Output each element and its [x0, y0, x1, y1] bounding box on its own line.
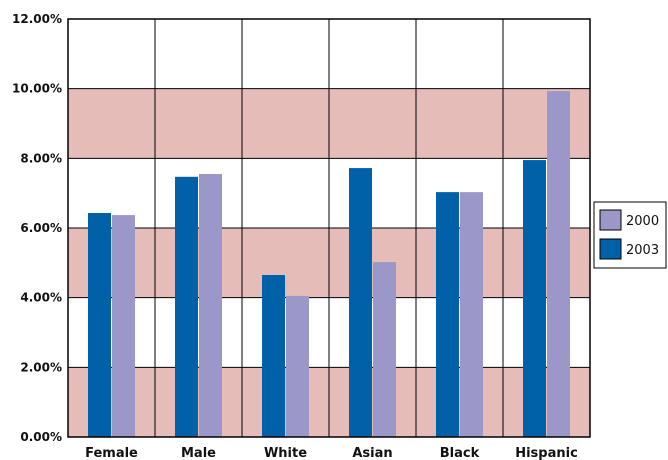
- x-tick-label: Asian: [352, 446, 392, 460]
- legend: 2000 2003: [593, 201, 667, 269]
- x-tick-label: Hispanic: [515, 446, 578, 460]
- bar-2000-asian: [373, 262, 396, 437]
- legend-label-2000: 2000: [626, 214, 659, 229]
- y-tick-label: 0.00%: [20, 430, 62, 444]
- x-tick-label: Male: [181, 446, 216, 460]
- bar-2003-asian: [349, 168, 372, 437]
- y-tick-label: 12.00%: [12, 12, 62, 26]
- gridlines: [68, 19, 590, 437]
- bar-2003-female: [88, 213, 111, 437]
- legend-swatch-2003: [599, 238, 622, 260]
- bar-2000-female: [112, 215, 135, 437]
- bar-2003-black: [436, 192, 459, 437]
- bar-2003-white: [262, 275, 285, 437]
- x-tick-label: Black: [440, 446, 480, 460]
- x-tick-label: Female: [85, 446, 138, 460]
- y-tick-label: 2.00%: [20, 360, 62, 374]
- plot-frame: [67, 18, 591, 438]
- bar-2003-male: [175, 176, 198, 438]
- legend-swatch-2000: [599, 209, 622, 231]
- y-tick-label: 8.00%: [20, 151, 62, 165]
- bar-2000-hispanic: [547, 91, 570, 437]
- bar-2000-white: [286, 295, 309, 437]
- y-axis-ticks: 0.00% 2.00% 4.00% 6.00% 8.00% 10.00% 12.00%: [12, 12, 62, 444]
- y-tick-label: 4.00%: [20, 291, 62, 305]
- x-axis-ticks: Female Male White Asian Black Hispanic: [85, 446, 578, 460]
- y-tick-label: 10.00%: [12, 82, 62, 96]
- bar-2000-black: [460, 192, 483, 437]
- bars: [88, 91, 570, 438]
- y-tick-label: 6.00%: [20, 221, 62, 235]
- bar-2003-hispanic: [523, 160, 546, 437]
- x-tick-label: White: [264, 446, 307, 460]
- legend-label-2003: 2003: [626, 243, 659, 258]
- bar-2000-male: [199, 174, 222, 437]
